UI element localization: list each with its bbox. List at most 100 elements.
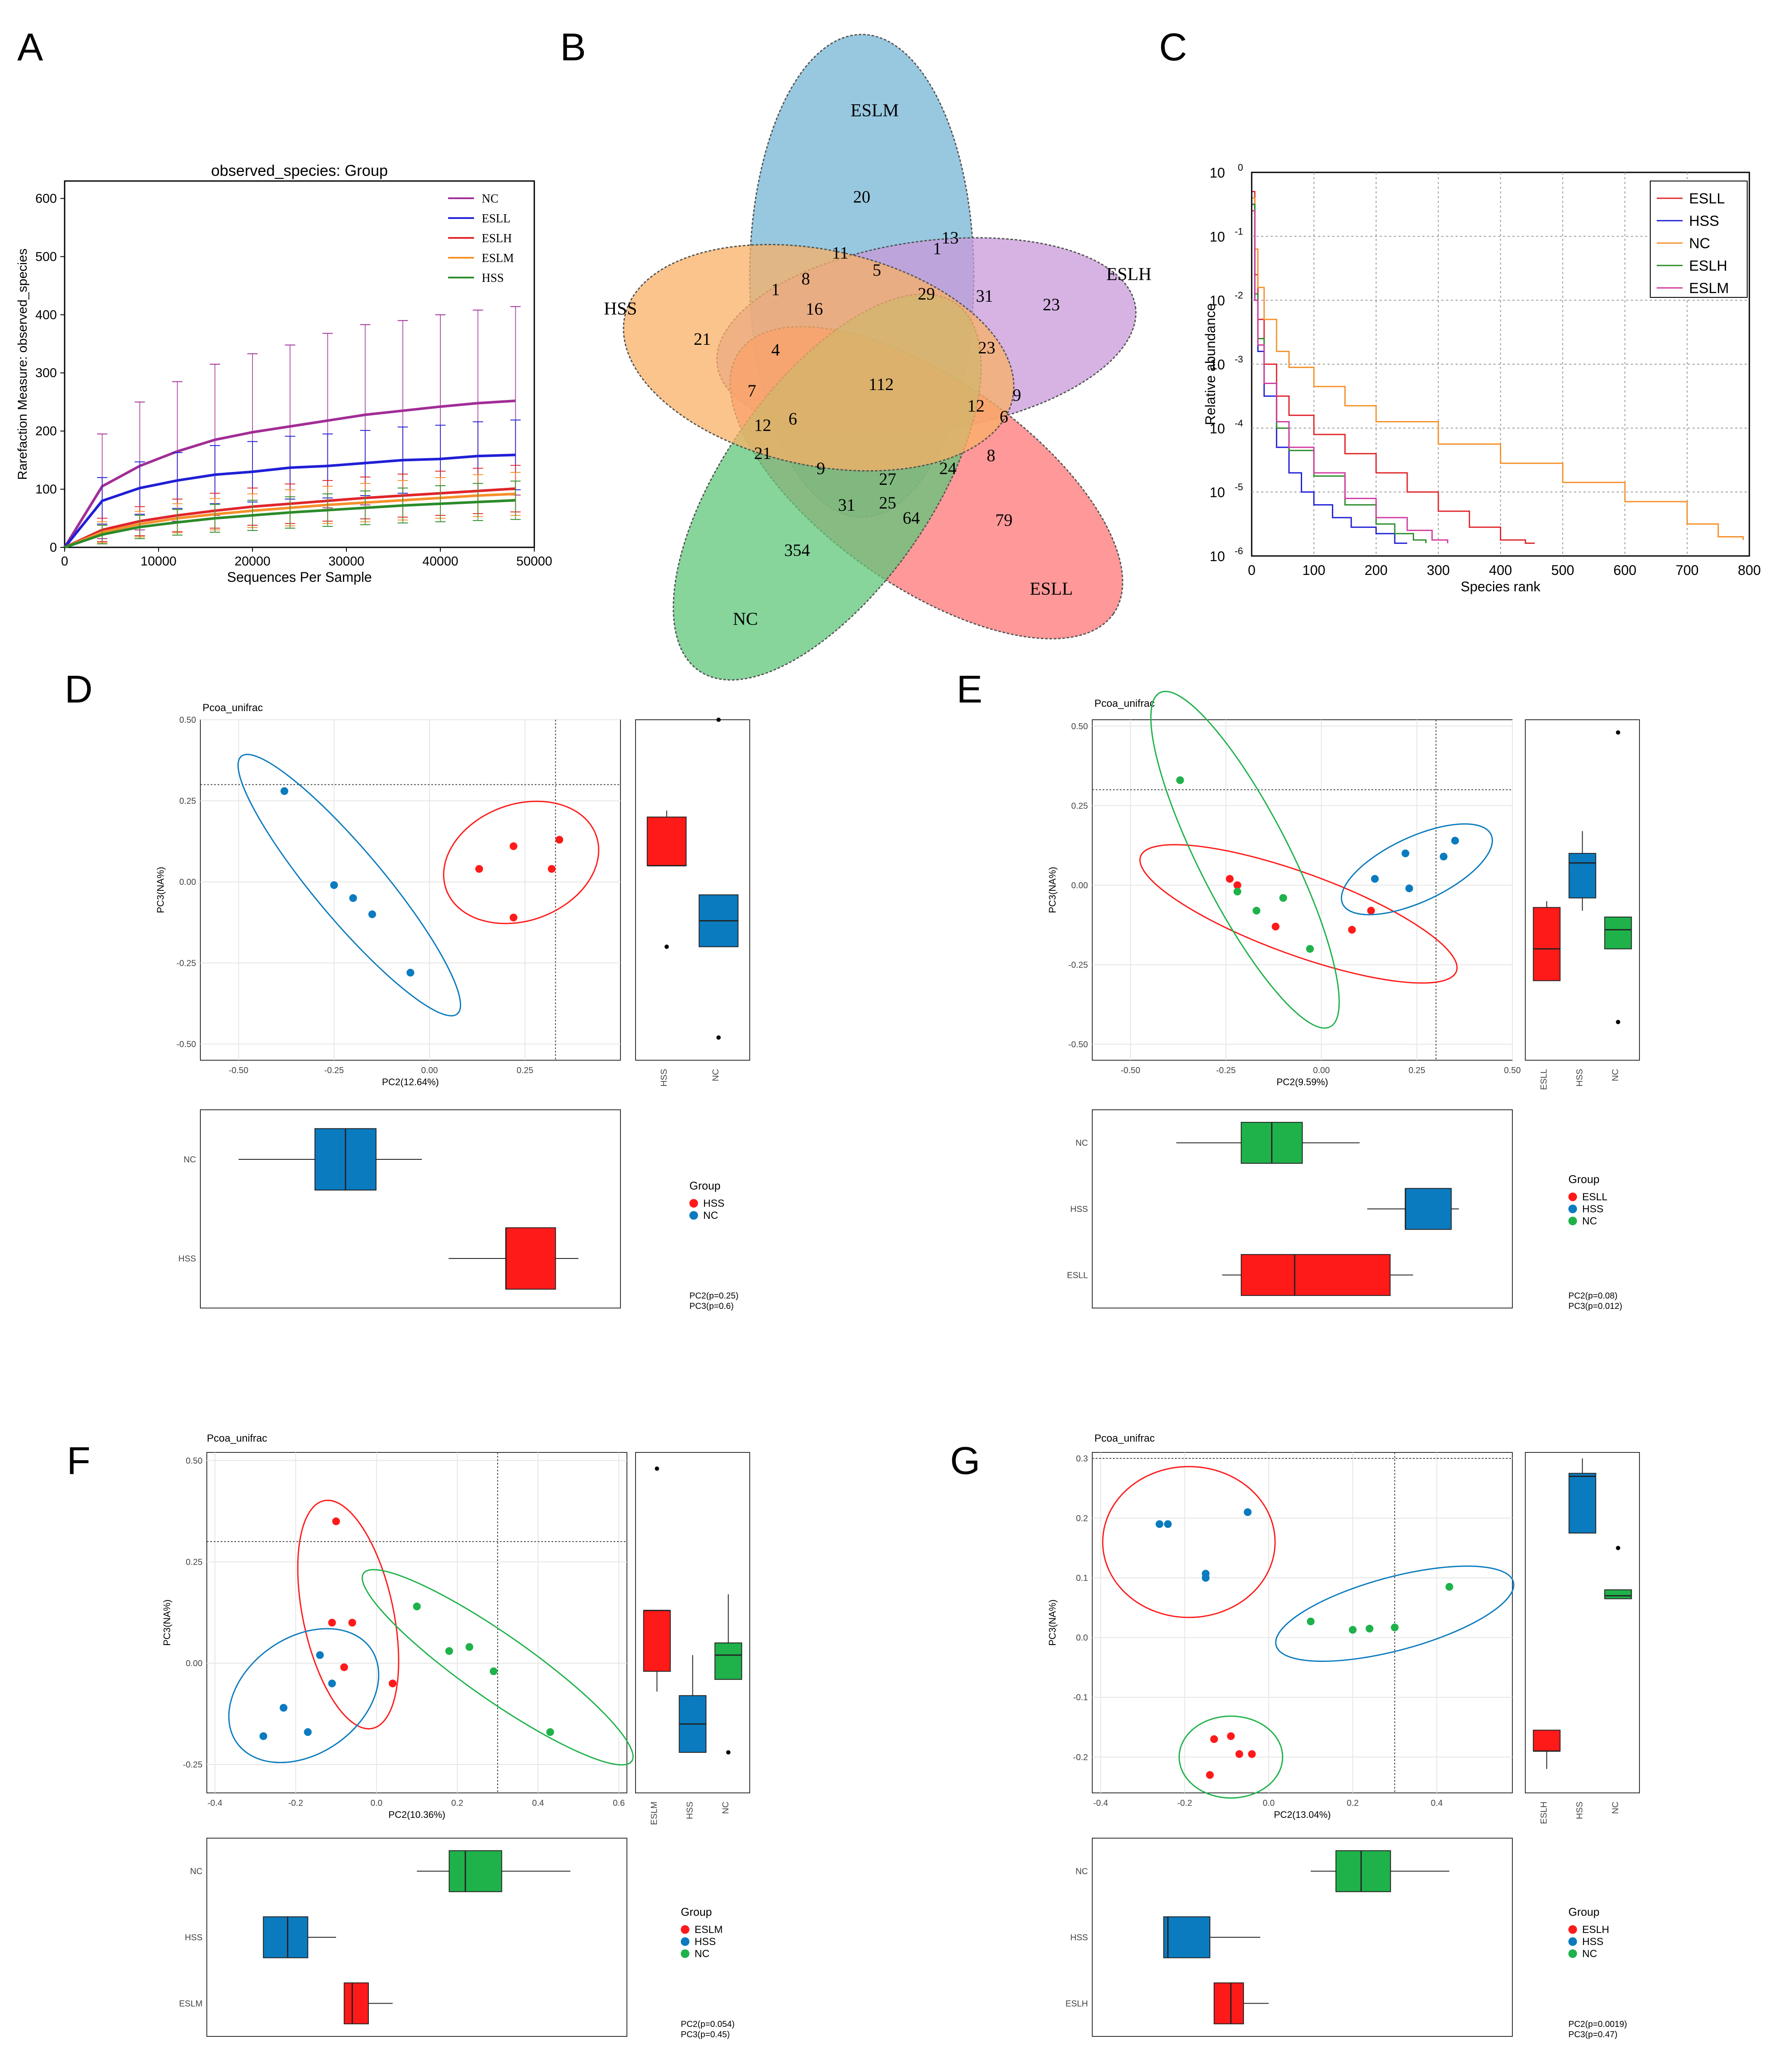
- legend-swatch-eslh: [1568, 1925, 1577, 1934]
- plot-frame: [206, 1452, 627, 1793]
- p-value-label: PC3(p=0.47): [1568, 2030, 1617, 2039]
- x-tick-label: 500: [1551, 562, 1574, 578]
- x-tick-label: 400: [1489, 562, 1512, 578]
- right-box-category-label: NC: [711, 1069, 721, 1081]
- y-tick-label-exponent: -1: [1234, 226, 1243, 237]
- data-point-hss: [1451, 837, 1459, 845]
- venn-region-count: 31: [838, 495, 855, 515]
- data-point-hss: [1202, 1570, 1210, 1578]
- right-box-category-label: HSS: [659, 1069, 669, 1087]
- right-box-category-label: ESLL: [1540, 1069, 1549, 1090]
- right-box-nc: [1604, 916, 1632, 949]
- y-tick-label: 300: [35, 366, 57, 380]
- data-point-esll: [1348, 926, 1356, 934]
- data-point-hss: [1371, 875, 1379, 883]
- legend-label-esll: ESLL: [482, 212, 511, 225]
- data-point-nc: [1176, 776, 1184, 784]
- legend-label-esll: ESLL: [1689, 190, 1725, 207]
- data-point-hss: [1164, 1520, 1172, 1528]
- legend-swatch-hss: [1568, 1937, 1577, 1946]
- x-tick-label: -0.2: [288, 1798, 303, 1808]
- x-tick-label: 0.2: [451, 1798, 463, 1808]
- data-point-hss: [280, 1704, 288, 1712]
- data-point-nc: [368, 910, 376, 918]
- chart-title: observed_species: Group: [211, 162, 388, 179]
- legend-title: Group: [681, 1905, 712, 1918]
- x-tick-label: 0.2: [1347, 1798, 1359, 1808]
- legend-title: Group: [689, 1179, 720, 1192]
- p-value-label: PC3(p=0.012): [1568, 1302, 1622, 1311]
- panel-d-pcoa-chart: Pcoa_unifrac -0.50 -0.25 0.00 0.25 0.50 0.25 0.…: [155, 702, 750, 1311]
- y-tick-label: 0.25: [1071, 801, 1088, 811]
- panel-letter-d: D: [65, 668, 93, 711]
- legend-label-eslh: ESLH: [1582, 1924, 1609, 1936]
- y-axis-label: Relative abundance: [1203, 303, 1218, 425]
- data-point-eslh: [1206, 1771, 1214, 1779]
- data-point-nc: [489, 1667, 498, 1675]
- venn-set-label-esll: ESLL: [1030, 579, 1073, 599]
- legend-label-hss: HSS: [703, 1198, 724, 1209]
- data-point-nc: [1391, 1624, 1399, 1632]
- venn-region-count: 20: [853, 187, 870, 206]
- data-point-hss: [316, 1651, 324, 1659]
- p-value-label: PC3(p=0.45): [681, 2030, 730, 2039]
- venn-region-count: 24: [939, 459, 957, 478]
- x-tick-label: -0.50: [229, 1066, 249, 1075]
- right-box-outlier: [1616, 730, 1621, 735]
- x-tick-label: -0.25: [1216, 1066, 1236, 1075]
- x-tick-label: 40000: [422, 554, 458, 568]
- y-axis-label: PC3(NA%): [162, 1599, 172, 1646]
- group-ellipse-esll: [1139, 844, 1458, 984]
- group-ellipse-eslh: [1102, 1466, 1276, 1618]
- y-tick-label-base: 10: [1209, 549, 1225, 564]
- group-ellipse-hss: [228, 1628, 380, 1764]
- data-point-esll: [1233, 881, 1241, 889]
- bottom-box-category-label: HSS: [1070, 1933, 1088, 1942]
- data-point-esll: [1272, 922, 1280, 930]
- bottom-box-category-label: ESLM: [179, 1999, 203, 2008]
- data-point-nc: [1306, 945, 1314, 953]
- y-tick-label: 400: [35, 308, 57, 322]
- y-tick-label-exponent: 0: [1238, 162, 1243, 173]
- venn-set-label-nc: NC: [733, 609, 758, 629]
- legend-swatch-nc: [681, 1949, 689, 1958]
- x-tick-label: 700: [1676, 562, 1699, 578]
- panel-letter-f: F: [67, 1439, 90, 1483]
- y-tick-label: 0.0: [1076, 1633, 1088, 1643]
- bottom-boxplot-frame: [1092, 1838, 1513, 2037]
- pcoa-title: Pcoa_unifrac: [1094, 698, 1155, 709]
- right-box-esll: [1533, 907, 1561, 981]
- bottom-box-category-label: NC: [190, 1867, 203, 1877]
- data-point-nc: [1349, 1626, 1357, 1634]
- bottom-box-nc: [449, 1850, 502, 1892]
- x-tick-label: 0.6: [613, 1798, 625, 1808]
- legend-label-eslh: ESLH: [482, 232, 512, 245]
- y-tick-label: 0.50: [1071, 722, 1088, 731]
- y-tick-label-exponent: -6: [1234, 546, 1243, 556]
- series-line-esll: [63, 453, 516, 548]
- venn-region-count: 6: [1000, 407, 1008, 426]
- data-point-eslh: [1248, 1750, 1256, 1758]
- y-tick-label: 0.2: [1076, 1514, 1088, 1523]
- y-tick-label: -0.2: [1073, 1753, 1088, 1762]
- x-tick-label: -0.4: [208, 1798, 222, 1808]
- x-tick-label: 0.4: [532, 1798, 544, 1808]
- y-tick-label: -0.1: [1073, 1693, 1088, 1702]
- y-tick-label-base: 10: [1209, 165, 1225, 181]
- group-ellipse-nc: [362, 1569, 634, 1766]
- venn-region-count: 31: [976, 286, 993, 306]
- bottom-box-category-label: HSS: [1070, 1205, 1088, 1214]
- legend-title: Group: [1568, 1905, 1599, 1918]
- legend-swatch-hss: [689, 1199, 698, 1208]
- group-ellipse-nc: [1178, 1715, 1284, 1799]
- x-tick-label: -0.4: [1093, 1798, 1108, 1808]
- data-point-hss: [555, 836, 564, 844]
- venn-region-count: 1: [771, 280, 780, 299]
- data-point-nc: [546, 1728, 554, 1736]
- panel-letter-a: A: [17, 26, 43, 69]
- venn-region-count: 23: [978, 338, 995, 357]
- y-tick-label-exponent: -4: [1234, 418, 1243, 428]
- venn-region-count: 7: [748, 381, 756, 400]
- x-tick-label: 0.00: [1313, 1066, 1330, 1075]
